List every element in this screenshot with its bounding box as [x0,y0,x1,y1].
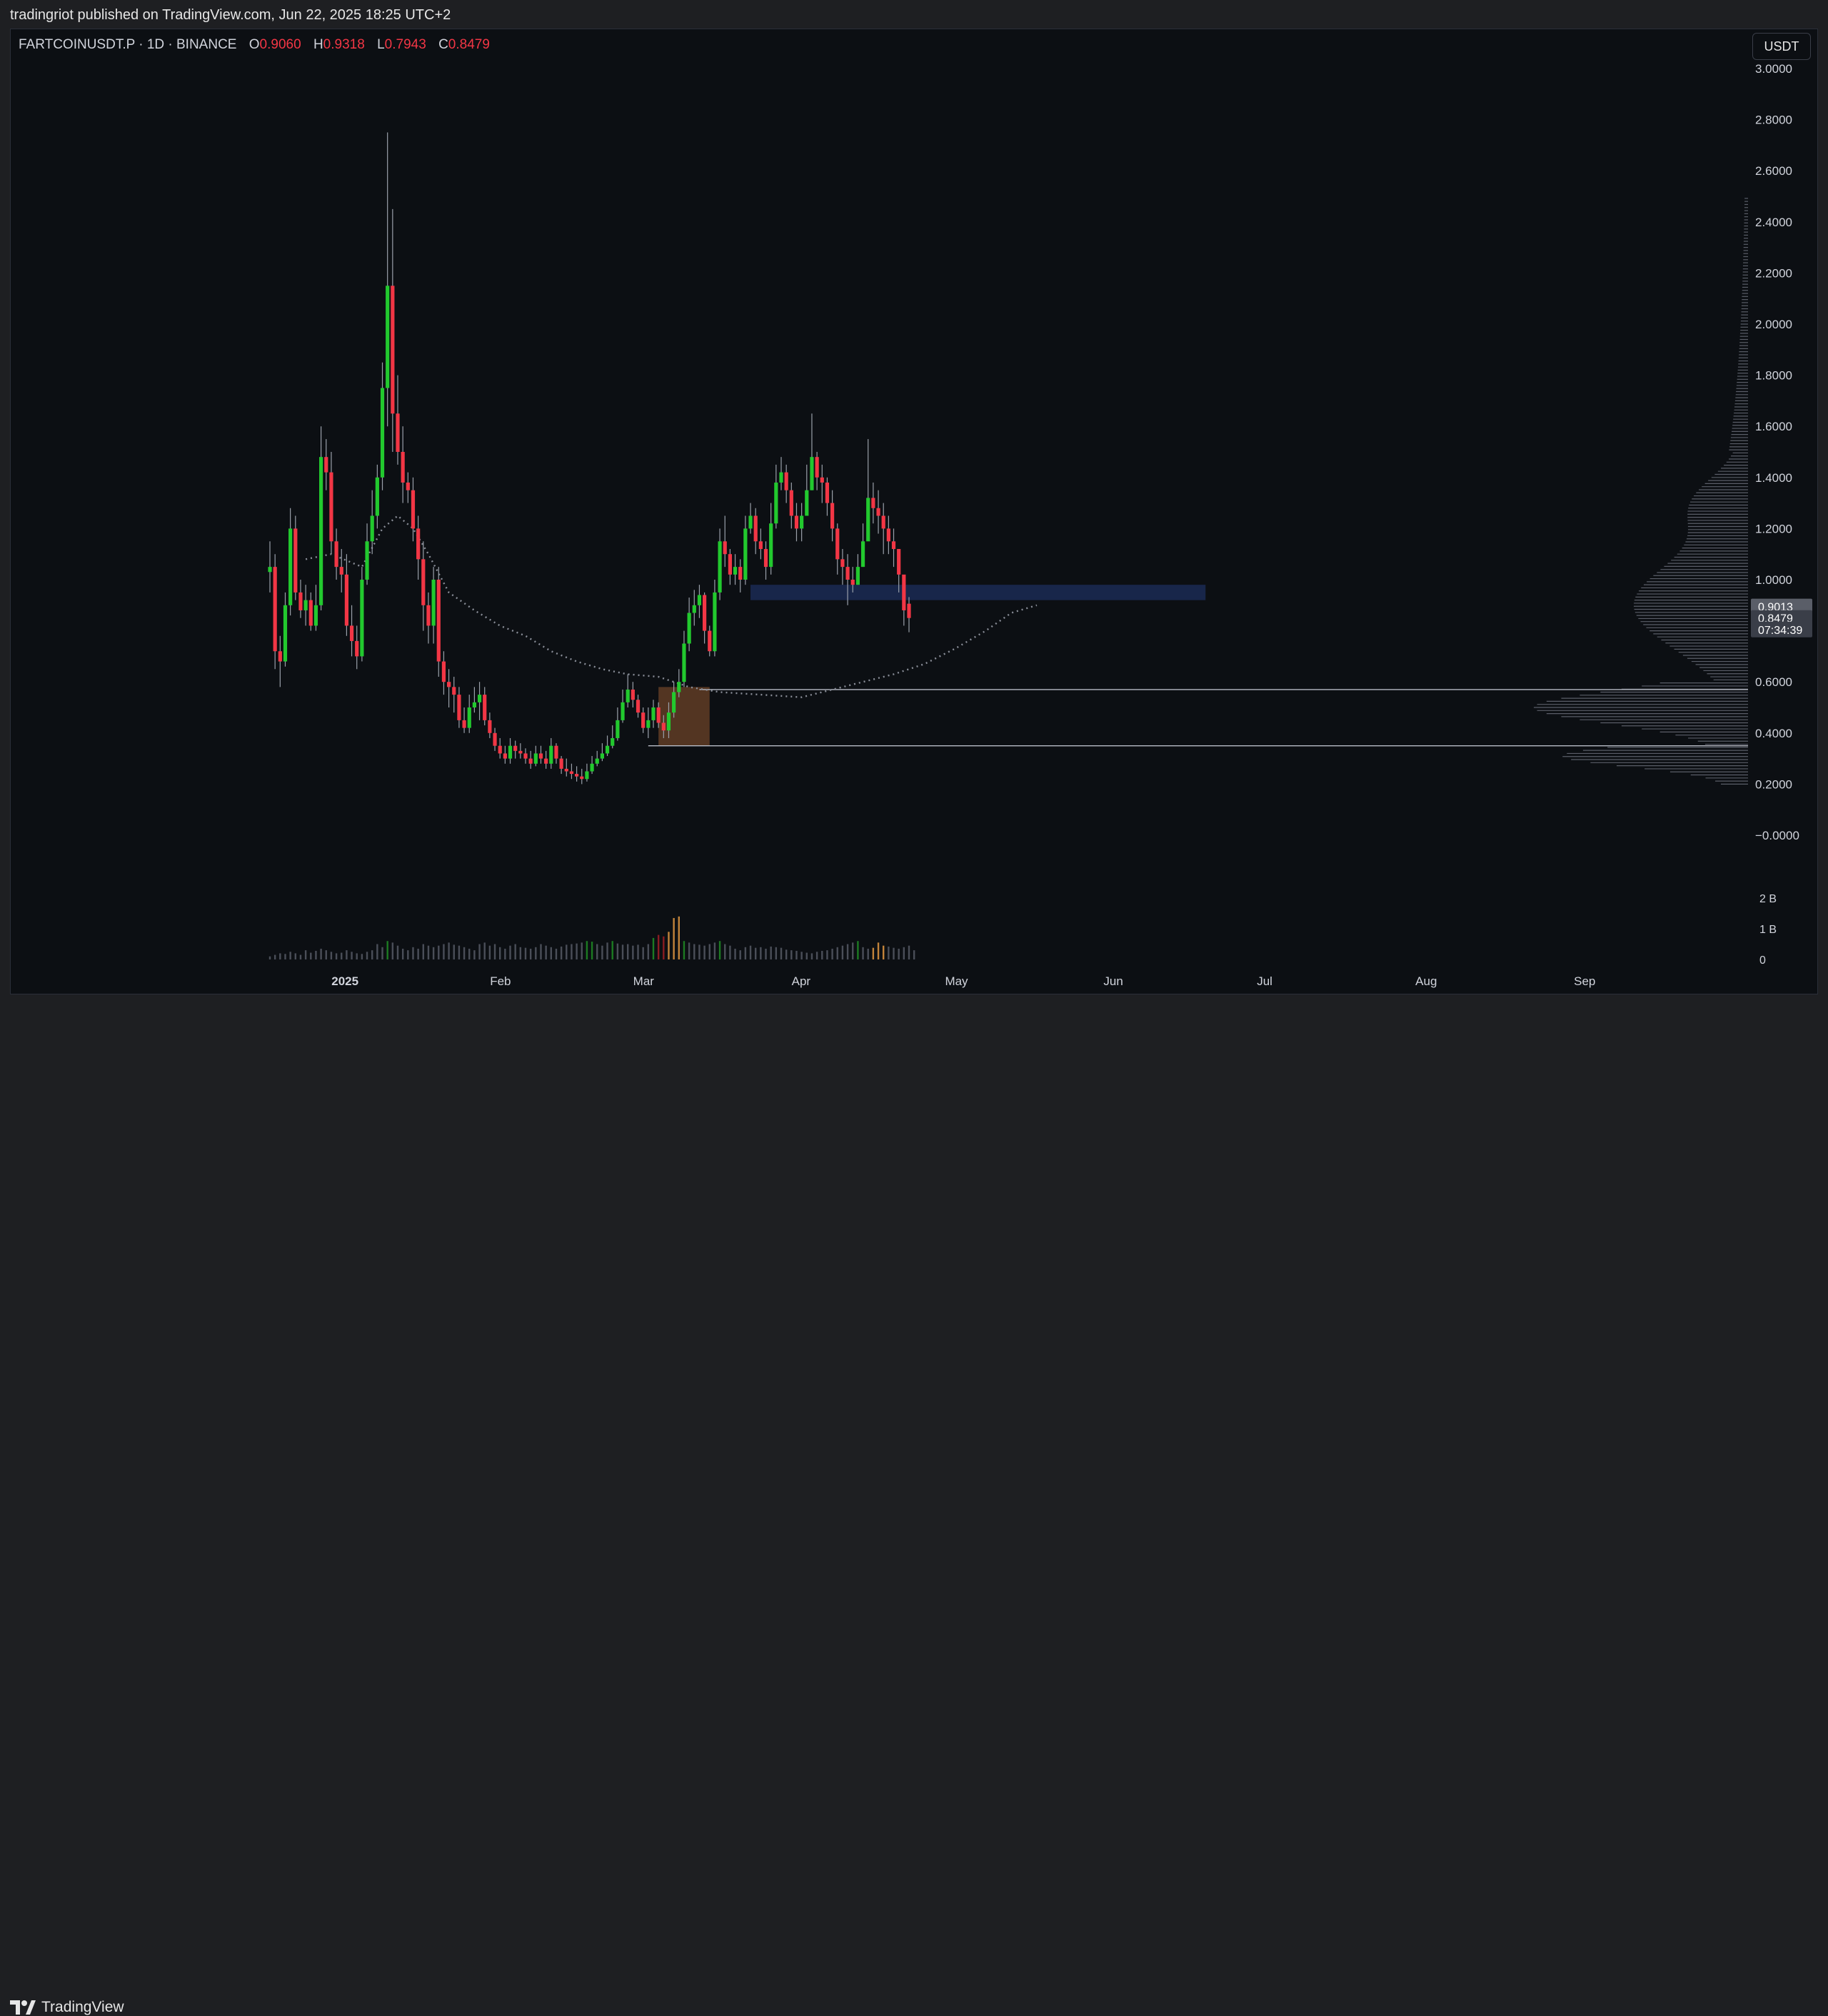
publisher-bar: tradingriot published on TradingView.com… [0,0,1828,29]
currency-button[interactable]: USDT [1752,33,1811,60]
open-label: O [248,37,260,52]
chart-frame[interactable] [10,29,1818,994]
tradingview-brand: TradingView [41,1999,124,2015]
symbol-name[interactable]: FARTCOINUSDT.P · 1D · BINANCE [19,37,237,52]
footer-bar: TradingView [0,994,1828,2015]
high-value: 0.9318 [323,37,365,52]
close-value: 0.8479 [448,37,490,52]
publisher-text: tradingriot published on TradingView.com… [10,7,451,23]
low-label: L [377,37,385,52]
tradingview-logo-icon [10,2000,36,2015]
high-label: H [313,37,323,52]
tradingview-logo[interactable]: TradingView [10,1999,124,2016]
low-value: 0.7943 [384,37,426,52]
open-value: 0.9060 [259,37,301,52]
close-label: C [438,37,448,52]
symbol-legend: FARTCOINUSDT.P · 1D · BINANCE O0.9060 H0… [19,37,490,53]
